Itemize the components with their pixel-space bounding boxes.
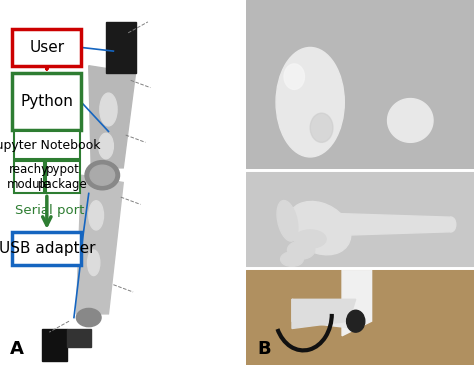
Ellipse shape <box>294 230 326 248</box>
Text: pypot
package: pypot package <box>38 163 88 191</box>
Ellipse shape <box>281 252 303 266</box>
Polygon shape <box>388 99 433 142</box>
FancyBboxPatch shape <box>12 29 82 66</box>
Ellipse shape <box>85 161 119 190</box>
FancyBboxPatch shape <box>46 161 80 193</box>
Ellipse shape <box>90 165 115 185</box>
Text: Python: Python <box>20 94 73 109</box>
Ellipse shape <box>99 133 113 159</box>
Ellipse shape <box>100 93 117 126</box>
Ellipse shape <box>284 64 304 89</box>
Polygon shape <box>292 299 356 328</box>
Text: Jupyter Notebook: Jupyter Notebook <box>0 139 101 151</box>
Ellipse shape <box>276 47 344 157</box>
Text: A: A <box>10 340 24 358</box>
Text: User: User <box>29 40 64 55</box>
Bar <box>246 172 474 266</box>
Polygon shape <box>342 270 372 336</box>
Text: Serial port: Serial port <box>15 204 84 216</box>
Bar <box>106 22 136 73</box>
Ellipse shape <box>346 310 365 332</box>
Ellipse shape <box>447 217 456 232</box>
Bar <box>246 270 474 365</box>
Ellipse shape <box>310 113 333 142</box>
Ellipse shape <box>89 201 103 230</box>
FancyBboxPatch shape <box>12 232 82 265</box>
Bar <box>246 0 474 168</box>
Text: reachy
module: reachy module <box>7 163 51 191</box>
Polygon shape <box>89 66 136 168</box>
Text: USB adapter: USB adapter <box>0 241 95 256</box>
Polygon shape <box>337 214 451 235</box>
Bar <box>66 328 91 347</box>
Polygon shape <box>292 299 356 328</box>
FancyBboxPatch shape <box>14 161 45 193</box>
Ellipse shape <box>288 201 351 255</box>
Ellipse shape <box>76 308 101 327</box>
Text: B: B <box>258 340 272 358</box>
Bar <box>42 328 66 361</box>
Polygon shape <box>76 175 123 314</box>
Ellipse shape <box>287 241 315 259</box>
FancyBboxPatch shape <box>14 131 80 159</box>
Ellipse shape <box>88 250 100 276</box>
FancyBboxPatch shape <box>12 73 82 130</box>
Ellipse shape <box>277 200 298 241</box>
